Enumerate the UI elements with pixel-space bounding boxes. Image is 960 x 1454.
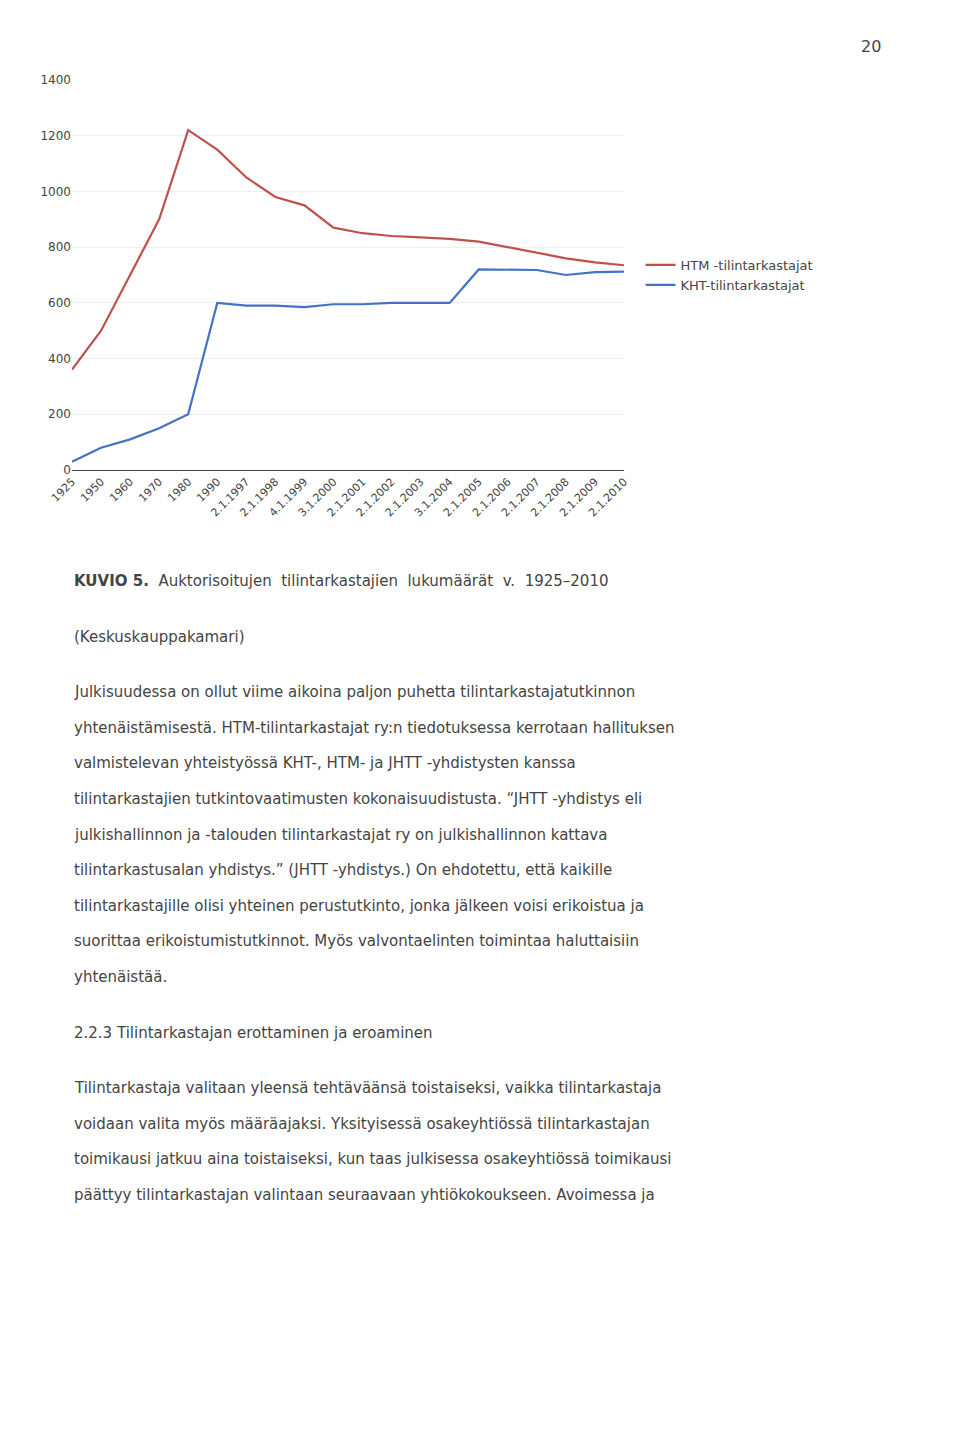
svg-text:1960: 1960 (107, 476, 136, 505)
svg-text:2.1.2006: 2.1.2006 (470, 476, 514, 520)
svg-text:2.1.2008: 2.1.2008 (528, 476, 572, 520)
svg-text:0: 0 (63, 463, 71, 477)
svg-text:2.1.2001: 2.1.2001 (325, 476, 369, 520)
svg-text:1925: 1925 (49, 476, 78, 505)
svg-text:2.1.2009: 2.1.2009 (557, 476, 601, 520)
svg-text:2.1.2010: 2.1.2010 (586, 476, 630, 520)
svg-text:800: 800 (48, 240, 71, 254)
svg-text:1000: 1000 (40, 185, 71, 199)
svg-text:2.1.2003: 2.1.2003 (383, 476, 427, 520)
svg-text:tilintarkastajille olisi yhtei: tilintarkastajille olisi yhteinen perust… (74, 897, 644, 915)
svg-text:20: 20 (861, 37, 881, 56)
svg-text:1980: 1980 (165, 476, 194, 505)
svg-text:200: 200 (48, 407, 71, 421)
svg-text:2.1.2002: 2.1.2002 (354, 476, 398, 520)
svg-text:2.2.3 Tilintarkastajan erottam: 2.2.3 Tilintarkastajan erottaminen ja er… (74, 1024, 433, 1042)
svg-text:valmistelevan yhteistyössä KHT: valmistelevan yhteistyössä KHT-, HTM- ja… (74, 754, 576, 772)
svg-text:1200: 1200 (40, 129, 71, 143)
svg-text:HTM -tilintarkastajat: HTM -tilintarkastajat (681, 258, 813, 273)
svg-text:KUVIO 5. Auktorisoitujen til: KUVIO 5. Auktorisoitujen tilintarkastaji… (74, 572, 609, 590)
svg-text:Tilintarkastaja valitaan yleen: Tilintarkastaja valitaan yleensä tehtävä… (74, 1079, 661, 1097)
svg-text:(Keskuskauppakamari): (Keskuskauppakamari) (74, 628, 245, 646)
svg-text:toimikausi jatkuu aina toistai: toimikausi jatkuu aina toistaiseksi, kun… (74, 1150, 672, 1168)
svg-text:2.1.1997: 2.1.1997 (209, 476, 253, 520)
svg-text:1400: 1400 (40, 73, 71, 87)
svg-text:1970: 1970 (136, 476, 165, 505)
svg-text:suorittaa erikoistumistutkinno: suorittaa erikoistumistutkinnot. Myös va… (74, 932, 639, 950)
svg-text:3.1.2004: 3.1.2004 (412, 476, 456, 520)
svg-text:yhtenäistämisestä. HTM-tilinta: yhtenäistämisestä. HTM-tilintarkastajat … (74, 719, 675, 737)
svg-text:yhtenäistää.: yhtenäistää. (74, 968, 167, 986)
svg-text:tilintarkastusalan yhdistys.”: tilintarkastusalan yhdistys.” (JHTT -yhd… (74, 861, 612, 879)
svg-text:400: 400 (48, 352, 71, 366)
svg-text:2.1.2005: 2.1.2005 (441, 476, 485, 520)
svg-text:julkishallinnon ja -talouden t: julkishallinnon ja -talouden tilintarkas… (74, 826, 607, 844)
svg-text:tilintarkastajien tutkintovaat: tilintarkastajien tutkintovaatimusten ko… (74, 790, 642, 808)
svg-text:päättyy tilintarkastajan valin: päättyy tilintarkastajan valintaan seura… (74, 1186, 655, 1204)
svg-text:voidaan valita myös määräajaks: voidaan valita myös määräajaksi. Yksityi… (74, 1115, 650, 1133)
svg-text:4.1.1999: 4.1.1999 (267, 476, 311, 520)
svg-text:2.1.2007: 2.1.2007 (499, 476, 543, 520)
svg-text:2.1.1998: 2.1.1998 (238, 476, 282, 520)
svg-text:1950: 1950 (78, 476, 107, 505)
svg-text:600: 600 (48, 296, 71, 310)
svg-text:Julkisuudessa on ollut viime a: Julkisuudessa on ollut viime aikoina pal… (74, 683, 635, 701)
svg-text:KHT-tilintarkastajat: KHT-tilintarkastajat (681, 278, 805, 293)
svg-text:1990: 1990 (194, 476, 223, 505)
svg-text:3.1.2000: 3.1.2000 (296, 476, 340, 520)
